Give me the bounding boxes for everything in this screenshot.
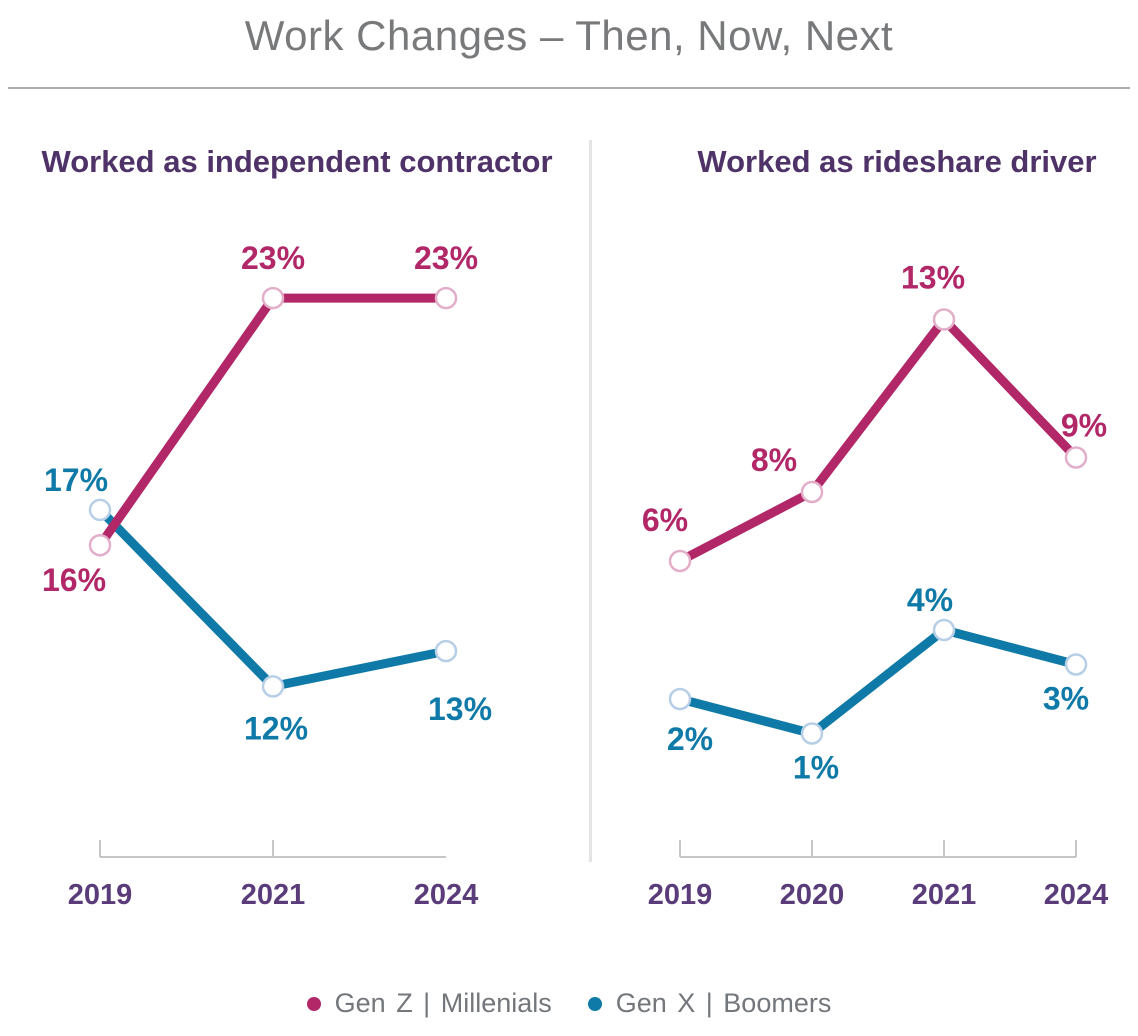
data-point-marker-genx bbox=[800, 722, 824, 745]
chart-title-rideshare-driver: Worked as rideshare driver bbox=[697, 144, 1097, 179]
title-rule bbox=[8, 87, 1130, 89]
legend-item-genz: Gen Z | Millenials bbox=[306, 988, 552, 1019]
data-point-marker-genx bbox=[88, 498, 112, 522]
data-point-marker-genz bbox=[800, 480, 824, 504]
data-point-marker-genz bbox=[1064, 446, 1088, 469]
x-tick-label: 2021 bbox=[912, 879, 977, 911]
x-tick-label: 2019 bbox=[648, 879, 713, 911]
data-point-marker-genx bbox=[434, 639, 458, 663]
legend-dot-genz-icon bbox=[306, 996, 321, 1011]
value-label-genx: 13% bbox=[428, 691, 492, 727]
value-label-genx: 3% bbox=[1043, 681, 1089, 717]
series-line-genx bbox=[95, 505, 451, 691]
series-line-genz bbox=[95, 293, 451, 550]
value-label-genx: 1% bbox=[793, 750, 839, 786]
value-label-genz: 8% bbox=[751, 442, 797, 478]
panel-divider bbox=[589, 140, 592, 862]
data-point-marker-genx bbox=[668, 687, 692, 711]
data-point-marker-genx bbox=[261, 675, 285, 698]
value-label-genx: 4% bbox=[907, 582, 953, 618]
value-label-genz: 16% bbox=[42, 562, 106, 598]
data-point-marker-genz bbox=[88, 533, 112, 557]
value-label-genz: 23% bbox=[414, 240, 478, 276]
data-point-marker-genx bbox=[932, 618, 956, 642]
legend: Gen Z | Millenials Gen X | Boomers bbox=[0, 988, 1138, 1019]
value-label-genz: 13% bbox=[901, 260, 965, 296]
value-label-genx: 17% bbox=[44, 462, 108, 498]
x-tick-label: 2019 bbox=[68, 879, 133, 911]
data-point-marker-genz bbox=[261, 286, 285, 310]
legend-item-genx: Gen X | Boomers bbox=[587, 988, 832, 1019]
value-label-genx: 2% bbox=[667, 721, 713, 757]
data-point-marker-genz bbox=[434, 286, 458, 310]
x-tick-label: 2021 bbox=[241, 879, 306, 911]
x-tick-label: 2020 bbox=[780, 879, 845, 911]
data-point-marker-genx bbox=[1064, 653, 1088, 676]
data-point-marker-genz bbox=[668, 549, 692, 573]
x-tick-label: 2024 bbox=[1044, 879, 1109, 911]
series-line-genz bbox=[675, 315, 1081, 566]
x-tick-label: 2024 bbox=[414, 879, 479, 911]
value-label-genx: 12% bbox=[244, 710, 308, 746]
legend-dot-genx-icon bbox=[587, 996, 602, 1011]
value-label-genz: 23% bbox=[241, 240, 305, 276]
chart-title-independent-contractor: Worked as independent contractor bbox=[41, 144, 553, 179]
page-title: Work Changes – Then, Now, Next bbox=[244, 12, 894, 59]
data-point-marker-genz bbox=[932, 308, 956, 331]
value-label-genz: 9% bbox=[1061, 408, 1107, 444]
value-label-genz: 6% bbox=[642, 502, 688, 538]
series-line-genx bbox=[675, 625, 1081, 738]
legend-label-genx: Gen X | Boomers bbox=[615, 988, 832, 1018]
legend-label-genz: Gen Z | Millenials bbox=[334, 988, 552, 1018]
